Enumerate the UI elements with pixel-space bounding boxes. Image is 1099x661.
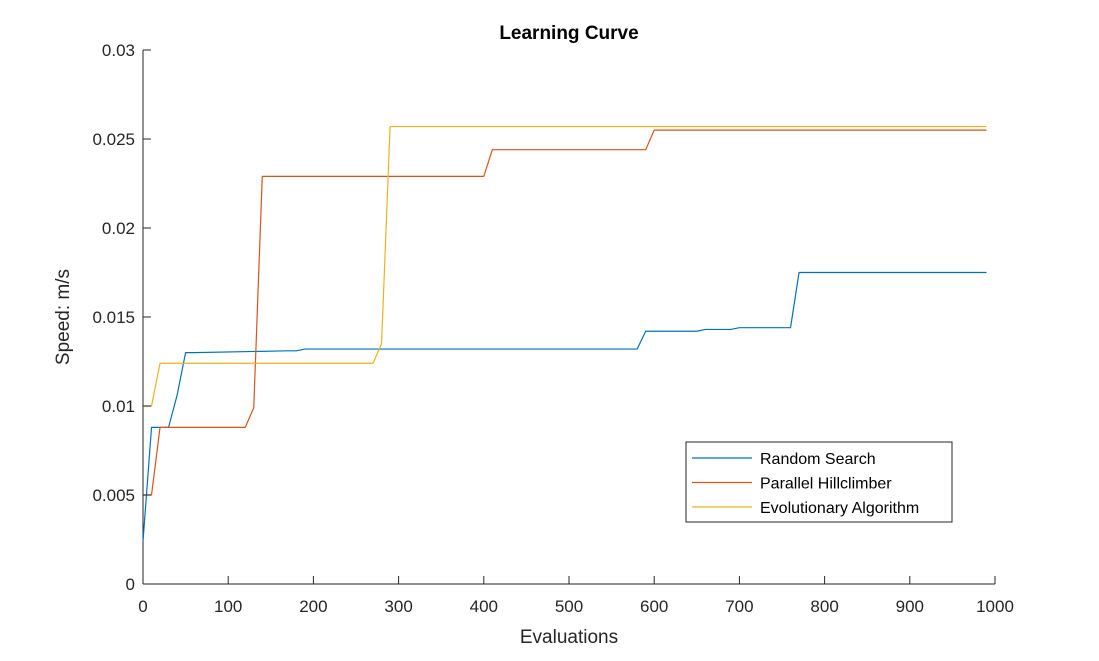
y-tick-label: 0.025 — [92, 130, 135, 149]
x-tick-label: 600 — [640, 597, 668, 616]
x-tick-label: 900 — [896, 597, 924, 616]
y-axis: 0 0.005 0.01 0.015 0.02 0.025 0.03 — [92, 41, 151, 594]
chart-title: Learning Curve — [499, 23, 638, 44]
series-line-3 — [143, 125, 987, 407]
x-tick-label: 500 — [555, 597, 583, 616]
y-tick-label: 0.03 — [102, 41, 135, 60]
legend-label: Evolutionary Algorithm — [760, 500, 919, 517]
series-line-2 — [143, 129, 987, 496]
y-tick-label: 0 — [126, 575, 135, 594]
x-tick-label: 200 — [299, 597, 327, 616]
legend-label: Random Search — [760, 451, 876, 468]
legend: Random Search Parallel Hillclimber Evoluti… — [685, 441, 953, 523]
x-tick-label: 300 — [384, 597, 412, 616]
y-tick-label: 0.02 — [102, 219, 135, 238]
x-tick-label: 700 — [725, 597, 753, 616]
x-axis-label: Evaluations — [520, 627, 618, 648]
y-tick-label: 0.01 — [102, 397, 135, 416]
legend-label: Parallel Hillclimber — [760, 476, 892, 493]
plot-area — [142, 50, 995, 585]
x-tick-label: 1000 — [976, 597, 1014, 616]
x-axis: 0 100 200 300 400 500 600 700 800 900 1000 — [138, 576, 1014, 616]
y-axis-label: Speed: m/s — [53, 269, 74, 365]
x-tick-label: 400 — [470, 597, 498, 616]
x-tick-label: 800 — [810, 597, 838, 616]
y-tick-label: 0.005 — [92, 486, 135, 505]
x-tick-label: 100 — [214, 597, 242, 616]
y-tick-label: 0.015 — [92, 308, 135, 327]
x-tick-label: 0 — [138, 597, 147, 616]
